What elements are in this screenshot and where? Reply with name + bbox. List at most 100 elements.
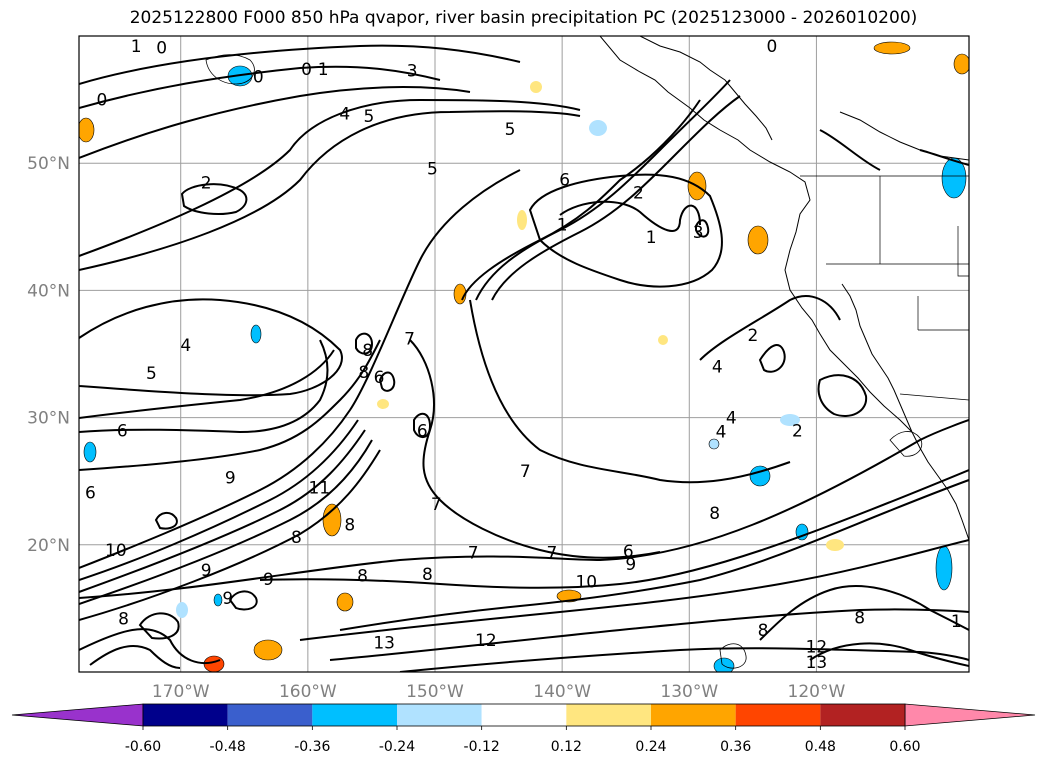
latitude-label: 30°N <box>27 409 70 429</box>
positive-anomaly-patch <box>826 539 844 551</box>
positive-anomaly-patch <box>336 592 354 612</box>
negative-anomaly-patch <box>935 545 953 591</box>
longitude-label: 160°W <box>279 682 337 702</box>
contour-label: 1 <box>557 215 568 235</box>
map-title: 2025122800 F000 850 hPa qvapor, river ba… <box>129 8 918 28</box>
contour-label: 7 <box>520 462 531 482</box>
contour-label: 8 <box>709 504 720 524</box>
contour-label: 4 <box>339 105 350 125</box>
colorbar-label: 0.48 <box>805 739 836 755</box>
contour-label: 5 <box>505 120 516 140</box>
contour-label: 13 <box>373 634 395 654</box>
negative-anomaly-patch <box>589 120 607 136</box>
contour-label: 9 <box>222 589 233 609</box>
contour-label: 12 <box>475 631 497 651</box>
contour-label: 2 <box>747 326 758 346</box>
contour-label: 6 <box>623 542 634 562</box>
colorbar-label: -0.60 <box>125 739 161 755</box>
contour-label: 10 <box>105 541 127 561</box>
colorbar-label: -0.12 <box>464 739 500 755</box>
contour-label: 5 <box>427 159 438 179</box>
latitude-labels: 50°N 40°N 30°N 20°N <box>27 154 70 556</box>
positive-anomaly-patch <box>747 225 769 255</box>
contour-label: 4 <box>726 409 737 429</box>
contour-label: 5 <box>363 107 374 127</box>
shaded-precip-patches <box>79 41 969 672</box>
positive-anomaly-patch <box>322 503 342 537</box>
positive-anomaly-patch <box>253 639 283 661</box>
positive-anomaly-patch <box>517 210 527 230</box>
colorbar-label: 0.60 <box>889 739 920 755</box>
contour-label: 6 <box>85 484 96 504</box>
contour-label: 0 <box>96 91 107 111</box>
contour-label: 7 <box>468 543 479 563</box>
contour-label: 0 <box>253 68 264 88</box>
colorbar-segment <box>227 704 313 726</box>
negative-anomaly-patch <box>250 324 262 344</box>
longitude-label: 120°W <box>788 682 846 702</box>
colorbar-segment <box>735 704 821 726</box>
longitude-label: 130°W <box>660 682 718 702</box>
latitude-label: 20°N <box>27 536 70 556</box>
contour-label: 8 <box>118 610 129 630</box>
contour-label: 9 <box>201 561 212 581</box>
colorbar-segment <box>820 704 905 726</box>
colorbar-label: 0.36 <box>720 739 751 755</box>
negative-anomaly-patch <box>780 414 800 426</box>
colorbar: -0.60 -0.48 -0.36 -0.24 -0.12 0.12 0.24 0.36 0.4… <box>11 703 1036 755</box>
contour-label: 7 <box>431 495 442 515</box>
colorbar-label: 0.12 <box>551 739 582 755</box>
colorbar-label: -0.24 <box>379 739 415 755</box>
contour-label: 1 <box>318 60 329 80</box>
contour-label: 8 <box>344 515 355 535</box>
colorbar-extend-high <box>904 703 1036 727</box>
contour-label: 1 <box>951 612 962 632</box>
negative-anomaly-patch <box>83 441 97 463</box>
negative-anomaly-patch <box>713 657 735 672</box>
longitude-label: 140°W <box>533 682 591 702</box>
contour-label: 9 <box>625 555 636 575</box>
qvapor-contours <box>79 44 969 672</box>
contour-label: 12 <box>806 638 828 658</box>
colorbar-segment <box>651 704 736 726</box>
longitude-label: 150°W <box>406 682 464 702</box>
contour-label: 1 <box>646 228 657 248</box>
colorbar-segment <box>566 704 651 726</box>
colorbar-extend-low <box>11 703 144 727</box>
contour-label: 8 <box>758 621 769 641</box>
contour-label: 6 <box>117 421 128 441</box>
latitude-label: 50°N <box>27 154 70 174</box>
contour-label: 8 <box>854 608 865 628</box>
longitude-label: 170°W <box>152 682 210 702</box>
contour-label: 6 <box>374 368 385 388</box>
contour-label: 0 <box>301 60 312 80</box>
positive-anomaly-patch <box>873 41 911 55</box>
positive-anomaly-patch <box>79 117 95 143</box>
contour-label: 8 <box>357 566 368 586</box>
contour-label: 6 <box>559 171 570 191</box>
colorbar-label: -0.48 <box>210 739 246 755</box>
contour-label: 2 <box>792 421 803 441</box>
negative-anomaly-patch <box>708 438 720 450</box>
colorbar-frame <box>142 703 906 727</box>
positive-anomaly-patch <box>658 335 668 345</box>
contour-label: 1 <box>131 37 142 57</box>
negative-anomaly-patch <box>176 602 188 618</box>
contour-label: 13 <box>806 653 828 673</box>
coastline <box>599 36 969 541</box>
colorbar-segment <box>312 704 397 726</box>
longitude-labels: 170°W 160°W 150°W 140°W 130°W 120°W <box>152 682 846 702</box>
contour-label: 4 <box>712 358 723 378</box>
contour-label: 7 <box>404 330 415 350</box>
contour-label: 0 <box>767 37 778 57</box>
contour-label: 2 <box>633 183 644 203</box>
contour-label: 8 <box>362 341 373 361</box>
colorbar-segment <box>481 704 567 726</box>
political-borders <box>800 175 969 401</box>
contour-label: 7 <box>547 543 558 563</box>
colorbar-segment <box>143 704 228 726</box>
positive-anomaly-patch <box>953 53 969 75</box>
contour-label: 8 <box>422 565 433 585</box>
contour-label: 3 <box>693 223 704 243</box>
